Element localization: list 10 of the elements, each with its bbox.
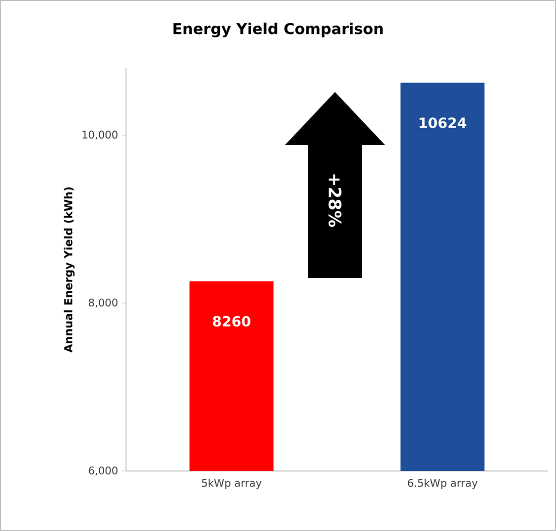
data-label: 10624 bbox=[420, 117, 466, 128]
data-label: 8260 bbox=[212, 316, 250, 327]
x-tick-label: 5kWp array bbox=[202, 478, 262, 489]
y-tick-label: 6,000 bbox=[88, 466, 118, 476]
chart-title: Energy Yield Comparison bbox=[174, 22, 383, 38]
y-axis-title: Annual Energy Yield (kWh) bbox=[64, 187, 75, 353]
y-tick-label: 8,000 bbox=[88, 298, 118, 308]
y-tick-label: 10,000 bbox=[82, 130, 118, 140]
annotation: +28% bbox=[328, 174, 342, 227]
x-tick-label: 6.5kWp array bbox=[408, 478, 478, 489]
